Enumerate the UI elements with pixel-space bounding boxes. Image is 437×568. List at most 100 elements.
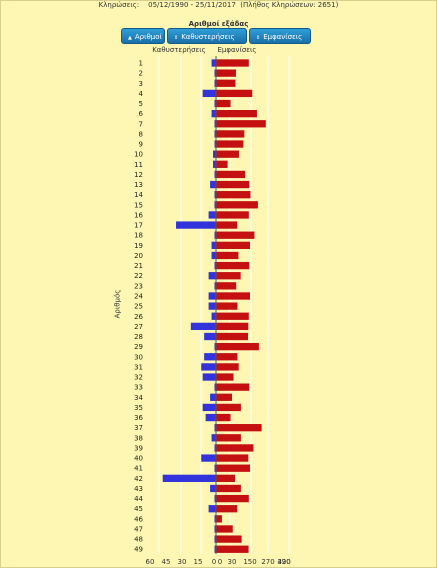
delay-bar [214, 444, 216, 452]
delay-bar [210, 393, 216, 401]
category-label: 34 [134, 394, 143, 402]
appearance-bar [216, 221, 238, 229]
appearance-bar [216, 393, 233, 401]
appearance-bar [216, 322, 249, 331]
category-label: 42 [134, 475, 143, 483]
appearance-bar [216, 353, 238, 361]
delay-bar [214, 535, 216, 543]
category-label: 23 [134, 282, 143, 290]
delay-bar [210, 484, 216, 493]
category-label: 24 [134, 292, 143, 300]
appearance-bar [216, 515, 222, 523]
delay-bar [211, 251, 216, 260]
draws-header: Κληρώσεις: 05/12/1990 - 25/11/2017 (Πλήθ… [0, 1, 437, 9]
category-label: 37 [134, 424, 143, 432]
delay-bar [176, 221, 216, 229]
category-label: 19 [134, 242, 143, 250]
delay-bar [204, 353, 216, 361]
delay-bar [211, 434, 216, 442]
appearance-bar [216, 424, 262, 432]
delay-bar [214, 464, 216, 472]
category-label: 7 [139, 120, 143, 128]
delay-bar [201, 454, 216, 462]
appearance-bar [216, 59, 249, 67]
appearance-bar [216, 545, 249, 553]
appearance-bar [216, 535, 242, 543]
category-label: 6 [139, 110, 144, 118]
delay-bar [214, 130, 216, 138]
sort-by-delays-label: Καθυστερήσεις [181, 33, 235, 41]
category-label: 32 [134, 374, 143, 382]
appearance-bar [216, 474, 235, 482]
delay-bar [214, 424, 216, 432]
appearance-bar [216, 444, 254, 452]
category-label: 30 [134, 353, 143, 361]
delay-bar [214, 261, 216, 270]
category-label: 40 [134, 455, 143, 463]
delay-bar [214, 170, 216, 179]
x-tick-label-left: 45 [162, 558, 171, 566]
sort-by-appearances-label: Εμφανίσεις [263, 33, 303, 41]
delay-bar [205, 413, 216, 422]
section-title: Αριθμοί εξάδας [188, 20, 249, 28]
delay-bar [214, 545, 216, 553]
appearance-bar [216, 110, 257, 118]
delay-bar [211, 241, 216, 249]
x-tick-label-left: 0 [212, 558, 216, 566]
category-label: 16 [134, 211, 143, 219]
category-label: 15 [134, 201, 143, 209]
x-tick-label-left: 60 [146, 558, 155, 566]
category-label: 31 [134, 363, 143, 371]
x-tick-label-right: 420 [277, 558, 290, 566]
left-series-title: Καθυστερήσεις [152, 46, 206, 54]
category-label: 35 [134, 404, 143, 412]
category-label: 20 [134, 252, 143, 260]
category-label: 11 [134, 161, 143, 169]
category-label: 22 [134, 272, 143, 280]
delay-bar [214, 140, 216, 148]
sort-arrows-icon: ⇕ [174, 35, 179, 41]
appearance-bar [216, 99, 231, 108]
appearance-bar [216, 525, 233, 533]
category-label: 48 [134, 536, 143, 544]
category-label: 5 [139, 100, 143, 108]
sort-by-delays-button[interactable]: ⇕ Καθυστερήσεις [167, 28, 247, 44]
category-label: 45 [134, 505, 143, 513]
delay-bar [190, 322, 216, 331]
appearance-bar [216, 191, 251, 199]
delay-bar [208, 272, 216, 280]
appearance-bar [216, 302, 238, 310]
appearance-bar [216, 292, 251, 300]
category-label: 13 [134, 181, 143, 189]
appearance-bar [216, 484, 241, 493]
category-label: 12 [134, 171, 143, 179]
appearance-bar [216, 464, 251, 472]
delay-bar [214, 191, 216, 199]
delay-bar [202, 373, 216, 381]
appearance-bar [216, 383, 250, 391]
sort-by-numbers-button[interactable]: ▲ Αριθμοί [121, 28, 165, 44]
delay-bar [213, 160, 216, 168]
category-label: 8 [139, 130, 143, 138]
delay-bar [214, 494, 216, 503]
sort-arrows-icon: ⇕ [256, 35, 261, 41]
category-label: 38 [134, 434, 143, 442]
x-tick-label-right: 30 [228, 558, 237, 566]
category-label: 47 [134, 525, 143, 533]
category-label: 9 [139, 141, 143, 149]
category-label: 18 [134, 232, 143, 240]
appearance-bar [216, 89, 253, 98]
category-label: 26 [134, 313, 143, 321]
sort-by-appearances-button[interactable]: ⇕ Εμφανίσεις [249, 28, 311, 44]
delay-bar [202, 89, 216, 98]
delay-bar [214, 231, 216, 239]
appearance-bar [216, 251, 239, 260]
date-range: 05/12/1990 - 25/11/2017 [148, 1, 236, 9]
delay-bar [208, 302, 216, 310]
category-label: 14 [134, 191, 143, 199]
delay-bar [214, 99, 216, 108]
draws-count: (Πλήθος Κληρώσεων: 2651) [240, 1, 339, 9]
draws-label: Κληρώσεις: [98, 1, 140, 9]
category-label: 27 [134, 323, 143, 331]
category-label: 49 [134, 546, 143, 554]
